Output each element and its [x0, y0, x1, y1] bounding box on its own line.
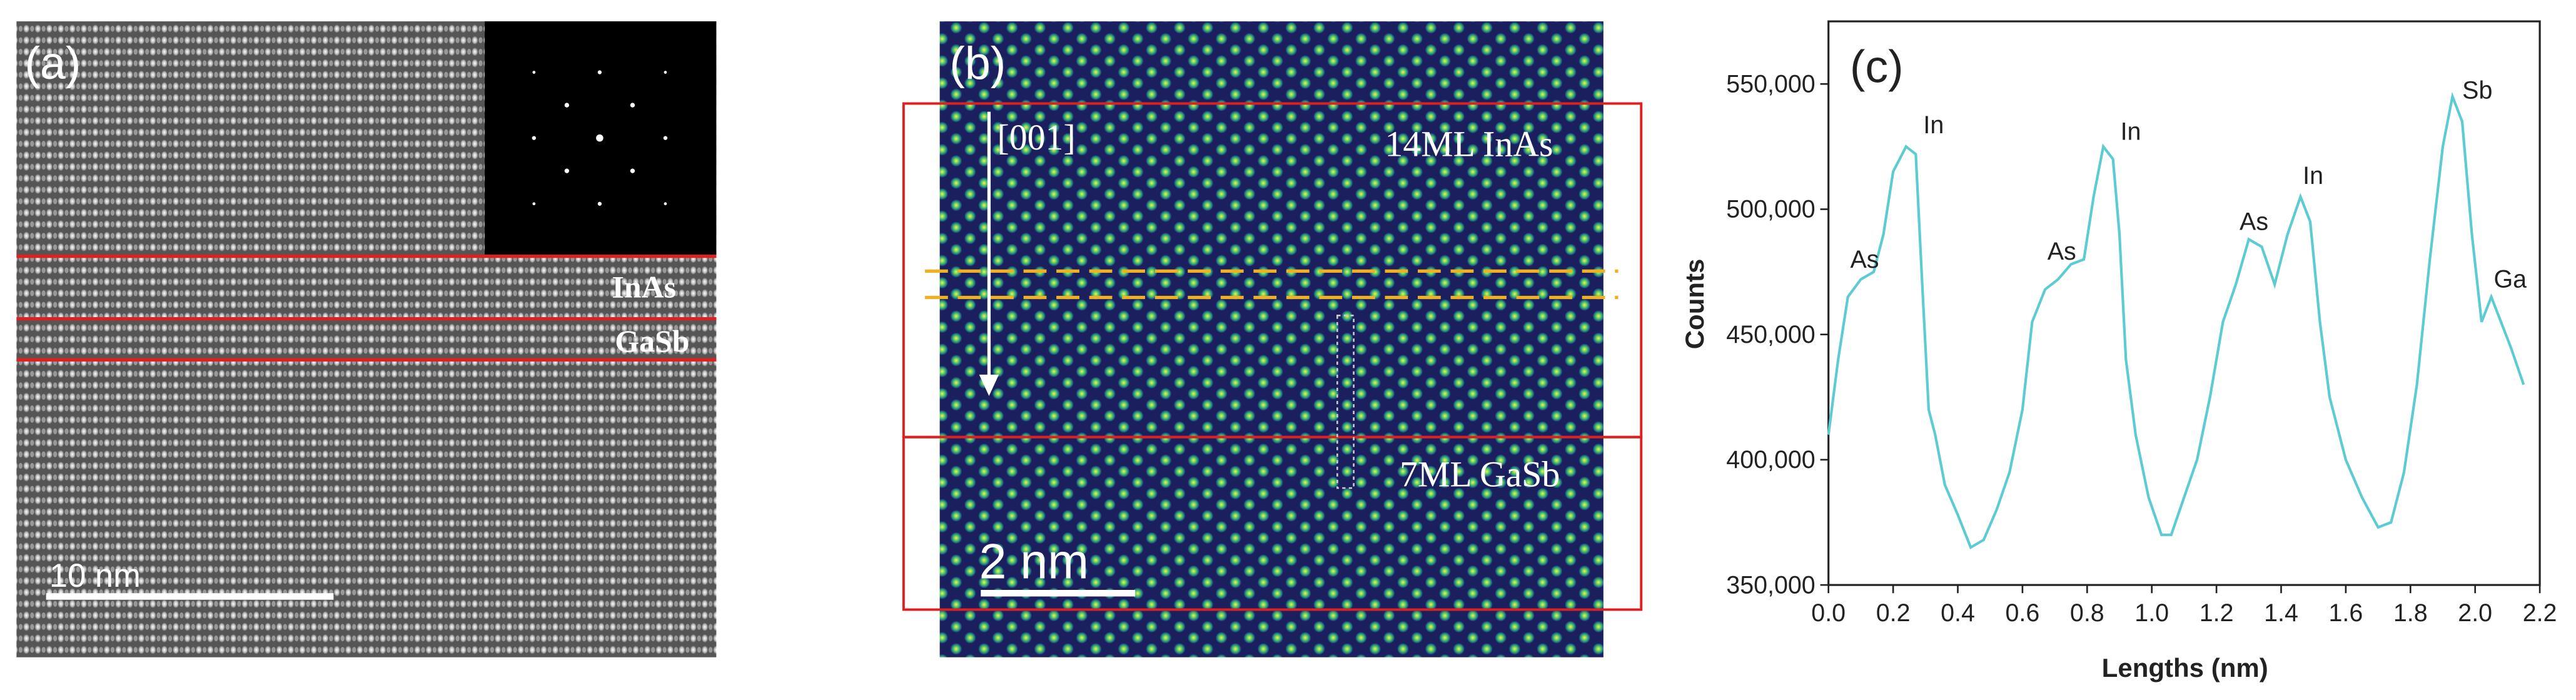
plot-frame	[1827, 20, 2541, 586]
layer-label: InAs	[612, 270, 677, 304]
panel-label: (a)	[25, 37, 81, 89]
direction-label: [001]	[998, 118, 1076, 158]
scale-bar-label: 2 nm	[979, 534, 1089, 589]
panel-label: (c)	[1850, 40, 1904, 92]
y-tick-label: 500,000	[1726, 196, 1815, 223]
profile-line	[1827, 91, 2525, 550]
peak-label: In	[2121, 118, 2141, 145]
layer-label: GaSb	[615, 324, 689, 358]
y-tick-label: 450,000	[1726, 321, 1815, 348]
peak-label: As	[1851, 246, 1879, 273]
panel-a: InAs GaSb 10 nm (a)	[16, 21, 717, 657]
x-tick-label: 1.2	[2200, 599, 2234, 627]
peak-label: Sb	[2462, 77, 2492, 104]
layer-label: 7ML GaSb	[1400, 455, 1560, 495]
x-tick-label: 1.6	[2329, 599, 2363, 627]
y-axis-label: Counts	[1680, 259, 1709, 350]
x-tick-label: 1.8	[2393, 599, 2428, 627]
x-tick-label: 1.0	[2134, 599, 2169, 627]
x-axis-label: Lengths (nm)	[2102, 653, 2268, 682]
y-tick-label: 400,000	[1726, 446, 1815, 474]
y-tick-label: 550,000	[1726, 70, 1815, 98]
peak-label: In	[1923, 111, 1944, 139]
panel-label: (b)	[949, 37, 1006, 89]
x-tick-label: 1.4	[2264, 599, 2298, 627]
y-tick-label: 350,000	[1726, 571, 1815, 599]
panel-c: (c) Lengths (nm) Counts 0.0 0.2 0.4 0.6 0.8 1…	[1680, 20, 2557, 682]
peak-label: As	[2048, 238, 2076, 265]
arrow-head	[979, 374, 999, 397]
profile-box	[1336, 315, 1355, 489]
panel-b: [001] 14ML InAs 7ML GaSb 2 nm (b)	[902, 21, 1643, 657]
layer-label: 14ML InAs	[1385, 125, 1553, 165]
scale-bar-label: 10 nm	[49, 557, 141, 594]
x-tick-label: 0.0	[1811, 599, 1846, 627]
x-tick-label: 0.8	[2070, 599, 2104, 627]
fft-spots	[532, 70, 668, 206]
region-box	[902, 435, 1643, 611]
x-tick-label: 0.2	[1876, 599, 1911, 627]
x-tick-label: 0.4	[1941, 599, 1975, 627]
peak-label: As	[2240, 208, 2268, 236]
haadf-image	[939, 21, 1604, 657]
peak-label: In	[2303, 162, 2323, 190]
x-tick-label: 0.6	[2006, 599, 2040, 627]
peak-label: Ga	[2494, 266, 2527, 293]
x-tick-label: 2.2	[2523, 599, 2557, 627]
x-tick-label: 2.0	[2458, 599, 2492, 627]
